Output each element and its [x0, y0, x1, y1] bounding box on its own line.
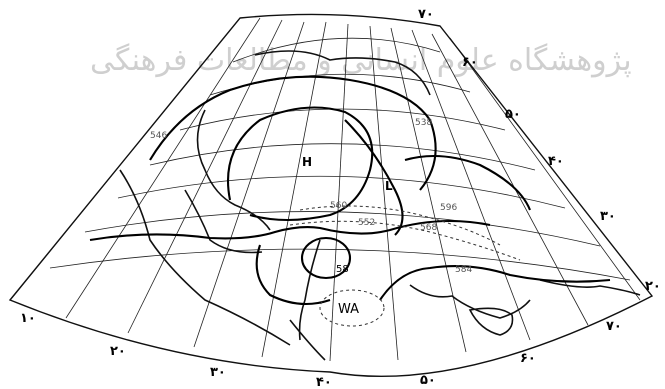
- high-pressure-label: H: [302, 155, 312, 169]
- contour-value: 538: [415, 118, 432, 128]
- map-frame: [8, 13, 654, 377]
- low-pressure-label: L: [385, 179, 393, 193]
- contour-value: 568: [420, 223, 437, 233]
- warm-area-label: WA: [338, 302, 359, 317]
- longitude-label: ۷۰: [606, 319, 622, 334]
- contour-value: 596: [440, 203, 457, 213]
- coastlines: [119, 50, 641, 361]
- contour-value: 546: [150, 131, 167, 141]
- latitude-label: ۶۰: [462, 55, 478, 70]
- longitude-label: ۳۰: [210, 365, 226, 380]
- latitude-label: ۵۰: [505, 107, 521, 122]
- cutoff-low-cell: [300, 236, 352, 280]
- longitude-label: ۴۰: [316, 375, 332, 389]
- longitude-label: ۲۰: [110, 344, 126, 359]
- longitude-label: ۵۰: [420, 373, 436, 388]
- longitude-label: ۱۰: [20, 311, 36, 326]
- longitude-label: ۶۰: [520, 351, 536, 366]
- dashed-isolines: [289, 205, 521, 327]
- cell-value-label: 58: [336, 264, 349, 275]
- contour-value: 560: [330, 201, 347, 211]
- latitude-label: ۲۰: [645, 279, 661, 294]
- latitude-label: ۳۰: [600, 209, 616, 224]
- height-contours: [89, 75, 611, 306]
- contour-value: 584: [455, 265, 472, 275]
- contour-value: 552: [358, 218, 375, 228]
- latitude-label: ۴۰: [548, 154, 564, 169]
- warm-area-outline: [319, 289, 385, 327]
- watermark-text: پژوهشگاه علوم انسانی و مطالعات فرهنگی: [90, 43, 632, 78]
- latitude-label: ۷۰: [418, 7, 434, 22]
